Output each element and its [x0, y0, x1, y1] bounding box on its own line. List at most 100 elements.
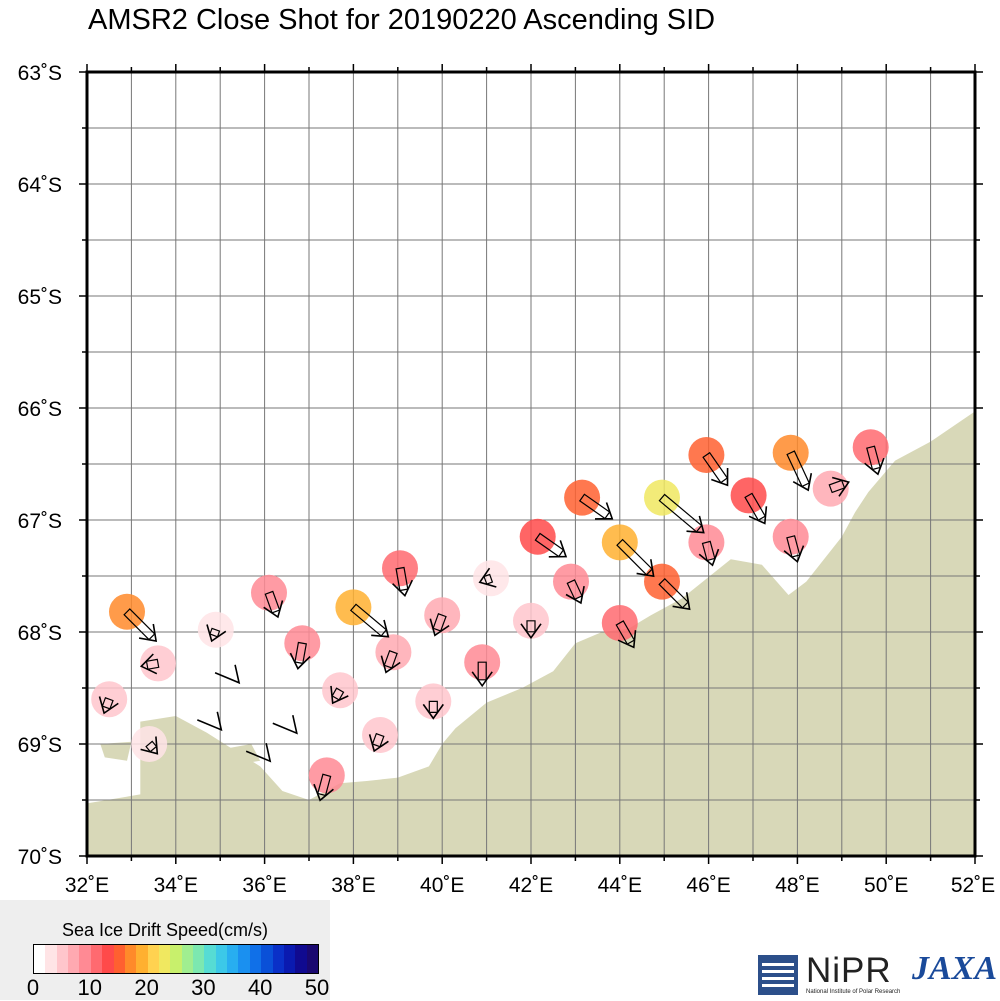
nipr-logo: NiPR National Institute of Polar Researc… — [758, 951, 903, 997]
lon-label: 34˚E — [154, 874, 198, 897]
map-axes: 63˚S 64˚S 65˚S 66˚S 67˚S 68˚S 69˚S 70˚S32˚E 34˚E… — [18, 62, 996, 897]
lat-label: 65˚S — [18, 286, 62, 309]
drift-arrow-head — [594, 502, 614, 520]
drift-vector-mark-3 — [245, 743, 272, 763]
lat-label: 70˚S — [18, 846, 62, 869]
drift-arrow-head — [140, 736, 159, 755]
drift-arrow-head — [422, 703, 444, 720]
drift-arrow-head — [864, 457, 885, 476]
drift-vector-mark-2 — [272, 715, 298, 735]
legend-swatch — [56, 945, 69, 973]
drift-arrow-head — [263, 600, 284, 619]
drift-arrow-head — [686, 515, 705, 534]
lat-label: 63˚S — [18, 62, 62, 85]
legend-tick-label: 0 — [26, 975, 40, 1000]
legend-swatch — [306, 945, 318, 973]
legend-swatch — [283, 945, 296, 973]
legend-swatch — [227, 945, 239, 973]
legend-swatch — [45, 945, 57, 973]
legend-swatch — [102, 945, 114, 973]
legend-swatch — [249, 945, 262, 973]
legend-swatch — [261, 945, 273, 973]
drift-arrow-head — [98, 696, 119, 715]
land-fragment-3 — [384, 786, 407, 812]
legend-swatch — [238, 945, 250, 973]
legend-tick-label: 50 — [304, 975, 330, 1000]
legend-swatch — [79, 945, 91, 973]
drift-vector-mark-1 — [197, 711, 223, 732]
jaxa-logo: JAXA — [912, 950, 998, 987]
drift-arrow-head — [206, 624, 227, 643]
lon-label: 46˚E — [686, 874, 730, 897]
legend-swatch — [193, 945, 205, 973]
drift-arrow-head — [330, 685, 349, 705]
legend-swatch — [215, 945, 228, 973]
legend-swatch — [34, 945, 46, 973]
drift-arrow-head — [371, 619, 390, 638]
legend-swatch — [113, 945, 125, 973]
drift-arrow-head — [289, 652, 311, 670]
drift-arrow-head — [471, 671, 493, 688]
drift-arrow-head — [748, 506, 768, 525]
lon-label: 42˚E — [509, 874, 553, 897]
drift-arrow-head — [831, 476, 850, 497]
lon-label: 36˚E — [242, 874, 286, 897]
drift-arrow-head — [392, 579, 414, 598]
drift-arrow-head — [429, 618, 450, 637]
drift-arrow-head — [313, 783, 334, 802]
lat-label: 64˚S — [18, 174, 62, 197]
drift-arrow-head — [783, 545, 805, 564]
legend-tick-label: 20 — [134, 975, 159, 1000]
lon-label: 48˚E — [775, 874, 819, 897]
drift-arrow-head — [698, 548, 720, 567]
drift-arrow-head — [672, 592, 691, 611]
legend-swatch — [147, 945, 159, 973]
nipr-emblem-icon — [758, 955, 798, 995]
drift-arrow-head — [711, 467, 729, 487]
drift-vector-mark-0 — [214, 664, 241, 685]
nipr-logo-subtitle: National Institute of Polar Research — [806, 989, 901, 995]
land-fragment-0 — [100, 741, 132, 761]
lon-label: 38˚E — [331, 874, 375, 897]
legend-title: Sea Ice Drift Speed(cm/s) — [61, 920, 269, 940]
legend-swatch — [295, 945, 307, 973]
legend-tick-label: 10 — [77, 975, 103, 1000]
lat-label: 68˚S — [18, 622, 62, 645]
legend-swatch — [170, 945, 182, 973]
legend-swatch — [124, 945, 137, 973]
drift-arrow-head — [139, 653, 158, 675]
drift-arrow-head — [792, 473, 813, 492]
drift-arrow-head — [368, 734, 389, 753]
legend-swatch — [272, 945, 284, 973]
drift-arrow-head — [520, 623, 542, 640]
lon-label: 44˚E — [598, 874, 642, 897]
legend-swatch — [204, 945, 216, 973]
lon-label: 50˚E — [864, 874, 908, 897]
drift-arrow-head — [478, 567, 497, 588]
drift-points — [91, 429, 889, 802]
legend-swatch — [181, 945, 194, 973]
nipr-logo-text: NiPR — [806, 951, 892, 990]
legend-swatch — [68, 945, 80, 973]
land-fragment-2 — [357, 800, 372, 817]
drift-arrow-head — [617, 630, 637, 649]
legend-tick-label: 40 — [247, 975, 273, 1000]
legend-swatch — [136, 945, 148, 973]
drift-arrow-head — [380, 655, 401, 674]
drift-arrow-head — [636, 559, 655, 578]
legend-tick-label: 30 — [191, 975, 216, 1000]
lat-label: 69˚S — [18, 734, 62, 757]
drift-arrow-head — [548, 540, 568, 558]
land-fragment-1 — [220, 744, 261, 767]
lat-lon-grid — [87, 72, 975, 856]
legend-swatch — [90, 945, 103, 973]
lat-label: 66˚S — [18, 398, 62, 421]
page-title: AMSR2 Close Shot for 20190220 Ascending … — [88, 4, 716, 36]
lon-label: 40˚E — [420, 874, 464, 897]
drift-arrow-head — [138, 623, 158, 642]
lon-label: 32˚E — [65, 874, 109, 897]
lat-label: 67˚S — [18, 510, 62, 533]
lon-label: 52˚E — [951, 874, 995, 897]
legend-swatch — [158, 945, 171, 973]
